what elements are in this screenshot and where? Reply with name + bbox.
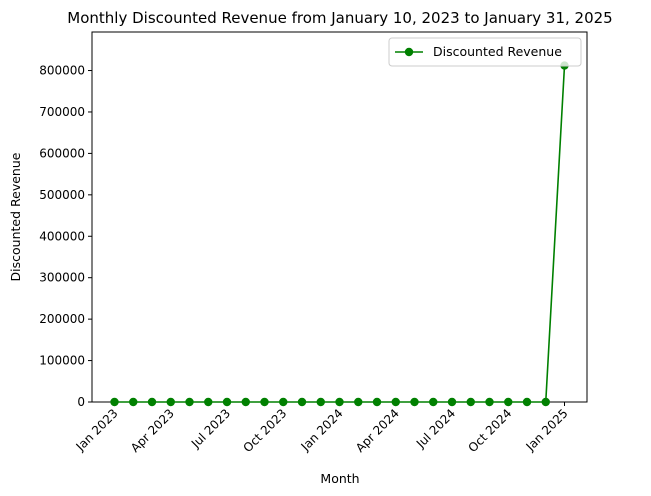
x-tick-label: Oct 2023: [241, 406, 290, 455]
data-point: [429, 397, 438, 407]
y-axis: 0 100000 200000 300000 400000 500000 600000 700…: [39, 64, 92, 409]
data-point: [541, 397, 550, 407]
x-tick-label: Jul 2024: [413, 406, 458, 451]
data-point: [466, 397, 475, 407]
legend-box: [388, 37, 582, 67]
legend-swatch-marker: [404, 47, 414, 57]
x-axis: Jan 2023 Apr 2023 Jul 2023 Oct 2023 Jan 2024…: [73, 402, 571, 455]
x-tick-label: Oct 2024: [466, 406, 515, 455]
data-point: [522, 397, 532, 407]
data-point: [297, 397, 307, 407]
data-point: [354, 397, 363, 407]
series-line: [114, 65, 566, 403]
x-tick-label: Apr 2023: [128, 406, 177, 455]
y-tick-label: 300000: [39, 271, 85, 285]
data-point: [391, 397, 400, 407]
data-point: [410, 397, 419, 407]
chart-title: Monthly Discounted Revenue from January …: [67, 9, 612, 27]
data-point: [110, 397, 119, 407]
legend: Discounted Revenue: [388, 37, 582, 67]
data-point: [222, 397, 232, 407]
y-tick-label: 400000: [39, 229, 85, 243]
data-point: [447, 397, 457, 407]
x-tick-label: Jul 2023: [188, 406, 233, 451]
y-axis-label: Discounted Revenue: [8, 152, 23, 281]
x-axis-label: Month: [320, 471, 359, 486]
data-point: [372, 397, 382, 407]
legend-label: Discounted Revenue: [433, 44, 562, 59]
x-tick-label: Apr 2024: [353, 406, 402, 455]
data-point: [316, 397, 325, 407]
x-tick-label: Jan 2023: [73, 406, 121, 454]
series-layer: [110, 61, 569, 407]
data-point: [485, 397, 494, 407]
y-tick-label: 700000: [39, 105, 85, 119]
data-point: [185, 397, 194, 407]
data-point: [504, 397, 513, 407]
data-point: [241, 397, 250, 407]
data-point: [204, 397, 213, 407]
y-tick-label: 800000: [39, 64, 85, 78]
x-tick-label: Jan 2024: [298, 406, 346, 454]
y-tick-label: 600000: [39, 146, 85, 160]
data-point: [147, 397, 157, 407]
data-point: [129, 397, 138, 407]
y-tick-label: 0: [77, 395, 85, 409]
data-point: [279, 397, 288, 407]
y-tick-label: 100000: [39, 354, 85, 368]
y-tick-label: 200000: [39, 312, 85, 326]
data-point: [335, 397, 344, 407]
plot-frame: [91, 31, 588, 403]
x-tick-label: Jan 2025: [523, 406, 571, 454]
data-point: [260, 397, 269, 407]
plot-area: [91, 31, 588, 403]
y-tick-label: 500000: [39, 188, 85, 202]
data-point: [166, 397, 175, 407]
